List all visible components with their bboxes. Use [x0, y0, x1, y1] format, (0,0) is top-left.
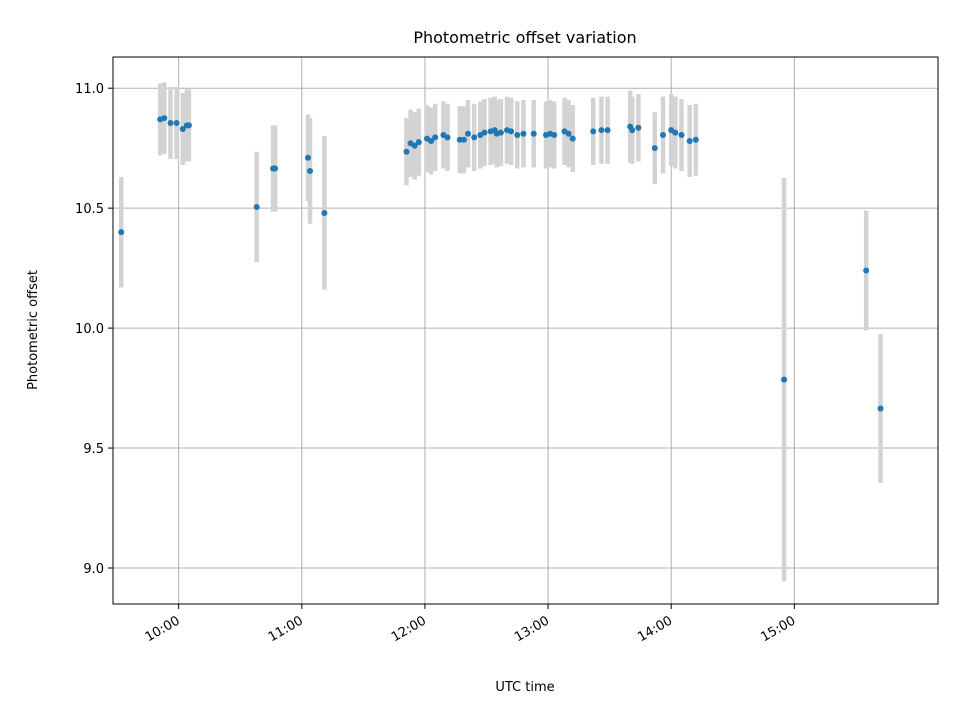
data-point [629, 127, 636, 134]
data-point [415, 139, 422, 146]
data-point [530, 130, 537, 137]
data-point [781, 376, 788, 383]
x-tick-label: 12:00 [389, 613, 429, 645]
y-tick-label: 9.5 [83, 442, 104, 457]
data-point [444, 134, 451, 141]
data-point [403, 148, 410, 155]
data-point [118, 229, 125, 236]
data-point [551, 131, 558, 138]
data-point [514, 131, 521, 138]
data-point [672, 129, 679, 136]
data-point [253, 203, 260, 210]
data-point [565, 130, 572, 137]
data-point [185, 122, 192, 129]
x-tick-label: 15:00 [758, 613, 798, 645]
x-tick-label: 11:00 [266, 613, 306, 645]
data-point [321, 209, 328, 216]
data-point [471, 134, 478, 141]
data-point [411, 142, 418, 149]
data-point [304, 154, 311, 161]
chart-title: Photometric offset variation [413, 28, 636, 47]
y-tick-label: 10.5 [75, 202, 104, 217]
data-point [481, 129, 488, 136]
data-point [692, 136, 699, 143]
data-point [465, 130, 472, 137]
data-point [167, 119, 174, 126]
x-axis: 10:00 11:00 12:00 13:00 14:00 15:00 [143, 604, 798, 645]
data-point [863, 267, 870, 274]
y-axis: 9.0 9.5 10.0 10.5 11.0 [75, 82, 113, 577]
y-tick-label: 9.0 [83, 562, 104, 577]
data-point [651, 145, 658, 152]
data-point [678, 131, 685, 138]
x-tick-label: 14:00 [635, 613, 675, 645]
data-point [660, 131, 666, 138]
data-point [456, 136, 463, 143]
data-point [161, 115, 168, 122]
plot-frame [112, 56, 939, 605]
errorbars [118, 82, 883, 582]
data-point [598, 127, 605, 134]
y-tick-label: 11.0 [75, 82, 104, 97]
data-point [569, 135, 576, 142]
data-point [307, 167, 314, 174]
data-point [604, 127, 611, 134]
x-axis-label: UTC time [495, 680, 554, 695]
x-tick-label: 13:00 [512, 613, 552, 645]
data-point [179, 125, 186, 132]
data-point [508, 128, 515, 135]
data-point [877, 405, 884, 412]
data-point [460, 136, 467, 143]
data-point [497, 129, 504, 136]
data-point [590, 128, 597, 135]
data-point [428, 137, 435, 144]
x-tick-label: 10:00 [143, 613, 183, 645]
y-tick-label: 10.0 [75, 322, 104, 337]
data-point [635, 124, 642, 131]
data-point [686, 137, 693, 144]
data-points [118, 115, 884, 412]
y-axis-label: Photometric offset [26, 270, 41, 390]
data-point [520, 130, 527, 137]
data-point [272, 165, 279, 172]
data-point [173, 119, 180, 126]
data-point [432, 134, 439, 141]
